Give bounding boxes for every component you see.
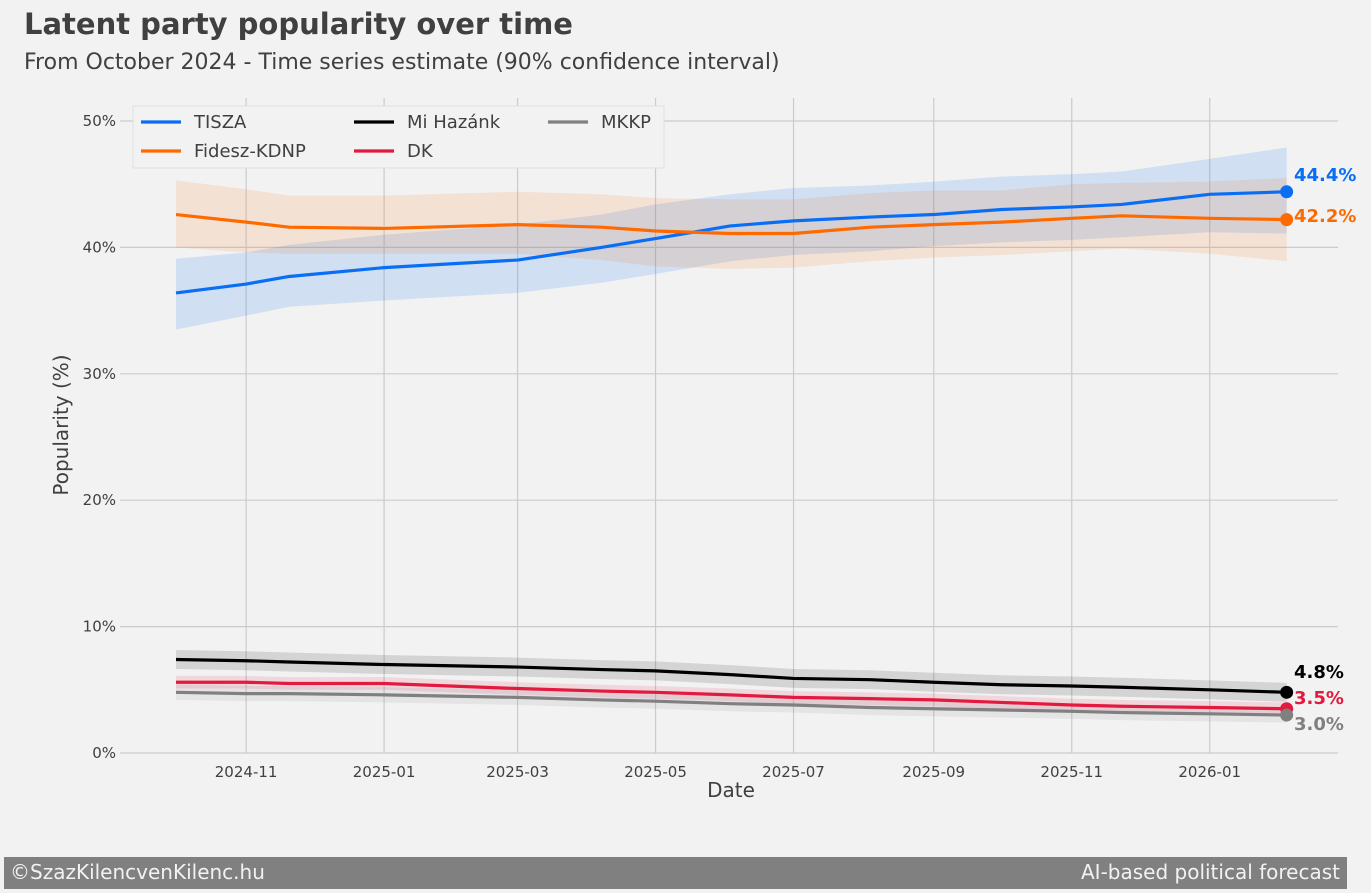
footer-tagline: AI-based political forecast [1081, 860, 1340, 884]
y-tick-label: 20% [83, 491, 116, 509]
end-labels: 44.4% 42.2% 4.8% 3.5% 3.0% [1294, 165, 1356, 735]
chart-subtitle: From October 2024 - Time series estimate… [24, 50, 780, 75]
confidence-band-tisza [176, 147, 1287, 330]
x-tick-label: 2024-11 [215, 763, 278, 781]
series-line-mi-hazánk [175, 657, 1287, 694]
x-tick-label: 2025-05 [624, 763, 687, 781]
legend: TISZA Fidesz-KDNP Mi Hazánk DK MKKP [132, 105, 665, 169]
series-line-mkkp [175, 690, 1287, 717]
y-tick-label: 0% [92, 744, 116, 762]
x-tick-label: 2025-03 [486, 763, 549, 781]
legend-label-dk: DK [407, 141, 434, 162]
legend-label-tisza: TISZA [193, 112, 247, 133]
end-label-fidesz-kdnp: 42.2% [1294, 206, 1356, 227]
end-point-tisza [1280, 185, 1294, 199]
series-lines [175, 185, 1294, 722]
x-tick-label: 2025-11 [1040, 763, 1103, 781]
series-line-tisza [175, 190, 1287, 295]
chart-title: Latent party popularity over time [24, 7, 573, 41]
end-point-mi-hazánk [1280, 685, 1294, 699]
x-tick-label: 2025-01 [353, 763, 416, 781]
x-tick-label: 2025-07 [762, 763, 825, 781]
x-tick-label: 2026-01 [1178, 763, 1241, 781]
legend-box [132, 105, 665, 169]
end-label-mi-hazánk: 4.8% [1294, 662, 1344, 683]
series-line-fidesz-kdnp [175, 212, 1287, 236]
end-point-fidesz-kdnp [1280, 213, 1294, 227]
y-tick-label: 10% [83, 618, 116, 636]
confidence-band-fidesz-kdnp [176, 177, 1287, 269]
legend-label-mi-hazánk: Mi Hazánk [407, 112, 501, 133]
legend-label-mkkp: MKKP [601, 112, 651, 133]
end-point-mkkp [1280, 708, 1294, 722]
y-tick-label: 30% [83, 365, 116, 383]
series-line-dk [176, 680, 1287, 711]
end-label-dk: 3.5% [1294, 688, 1344, 709]
x-axis-label: Date [707, 778, 755, 802]
end-label-mkkp: 3.0% [1294, 714, 1344, 735]
legend-label-fidesz-kdnp: Fidesz-KDNP [194, 141, 306, 162]
footer-bar [4, 857, 1347, 889]
y-axis-label: Popularity (%) [49, 354, 73, 495]
y-tick-label: 40% [83, 238, 116, 256]
x-tick-label: 2025-09 [902, 763, 965, 781]
end-label-tisza: 44.4% [1294, 165, 1356, 186]
y-tick-label: 50% [83, 112, 116, 130]
axis-ticks: 0% 10% 20% 30% 40% 50% 2024-11 2025-01 2025-03 20… [83, 112, 1241, 781]
footer-copyright: ©SzazKilencvenKilenc.hu [10, 860, 265, 884]
